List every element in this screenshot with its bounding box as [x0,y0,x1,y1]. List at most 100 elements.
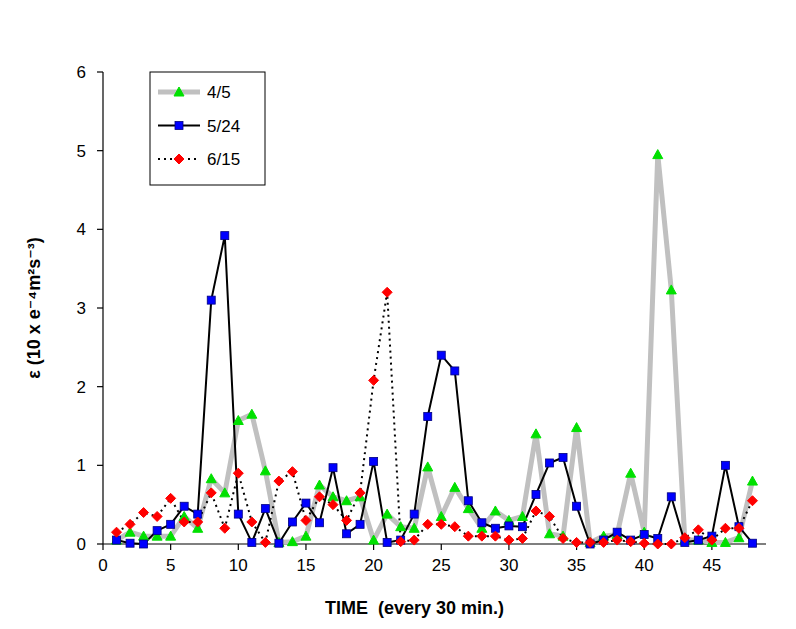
data-point [396,522,406,531]
series-markers [113,232,757,548]
data-point [612,535,622,545]
x-tick [170,544,171,550]
x-axis-title: TIME (every 30 min.) [325,598,504,618]
data-point [125,519,135,529]
data-point [451,367,459,375]
data-point [139,508,149,518]
series-line [117,236,753,544]
data-point [180,502,188,510]
data-point [275,539,283,547]
data-point [450,482,460,491]
data-point [545,529,555,538]
y-tick-label: 4 [77,220,86,239]
data-point [314,480,324,489]
data-point [342,515,352,525]
data-point [747,496,757,506]
series-markers [112,150,758,547]
y-tick-label: 2 [77,378,86,397]
x-tick [441,544,442,550]
data-point [478,519,486,527]
legend-box [150,72,265,185]
data-point [423,462,433,471]
data-point [667,493,675,501]
legend-label: 5/24 [207,117,240,136]
data-point [302,499,310,507]
data-point [599,537,609,547]
data-point [410,510,418,518]
y-tick-label: 6 [77,63,86,82]
data-point [490,531,500,541]
data-point [329,464,337,472]
data-point [518,523,526,531]
series-line [117,292,753,544]
data-point [233,415,243,424]
data-point [274,537,284,546]
data-point [626,468,636,477]
y-tick [97,150,103,151]
x-tick-label: 35 [567,556,586,575]
data-point [288,518,296,526]
data-point [260,466,270,475]
data-point [680,533,690,543]
data-point [572,423,582,432]
data-point [247,409,257,418]
legend-marker [175,122,183,130]
data-point [720,523,730,533]
data-point [369,375,379,385]
series-line [117,155,753,543]
data-point [693,535,703,544]
data-point [370,457,378,465]
data-point [356,520,364,528]
data-point [261,505,269,513]
data-point [153,527,161,535]
data-point [653,539,663,549]
x-tick-label: 40 [635,556,654,575]
data-point [450,522,460,532]
data-point [572,537,582,547]
data-point [207,296,215,304]
data-point [734,533,744,542]
data-point [653,150,663,159]
legend-marker [174,154,184,164]
data-point [546,459,554,467]
data-point [396,537,406,547]
y-tick-label: 0 [77,535,86,554]
data-point [640,531,648,539]
x-tick [238,544,239,550]
data-point [464,497,472,505]
data-point [558,533,568,543]
data-point [274,476,284,486]
data-point [748,539,756,547]
data-point [166,531,176,540]
data-point [382,287,392,297]
y-tick-label: 3 [77,299,86,318]
data-point [206,488,216,498]
data-point [436,519,446,529]
data-point [166,493,176,503]
data-point [287,537,297,546]
data-point [139,531,149,540]
data-point [248,538,256,546]
data-point [342,496,352,505]
x-tick-label: 25 [432,556,451,575]
background [0,0,796,629]
data-point [424,413,432,421]
y-tick-label: 5 [77,142,86,161]
data-point [707,535,717,545]
legend-label: 4/5 [207,83,231,102]
y-tick [97,543,103,544]
data-point [409,523,419,532]
y-tick-label: 1 [77,456,86,475]
data-point [639,538,649,548]
data-point [234,510,242,518]
series-markers [112,287,758,549]
legend-marker [174,87,184,96]
x-tick-label: 20 [364,556,383,575]
y-tick [97,386,103,387]
x-tick-label: 45 [702,556,721,575]
data-point [720,537,730,546]
data-point [343,530,351,538]
data-point [490,506,500,515]
data-point [517,511,527,520]
data-point [747,476,757,485]
